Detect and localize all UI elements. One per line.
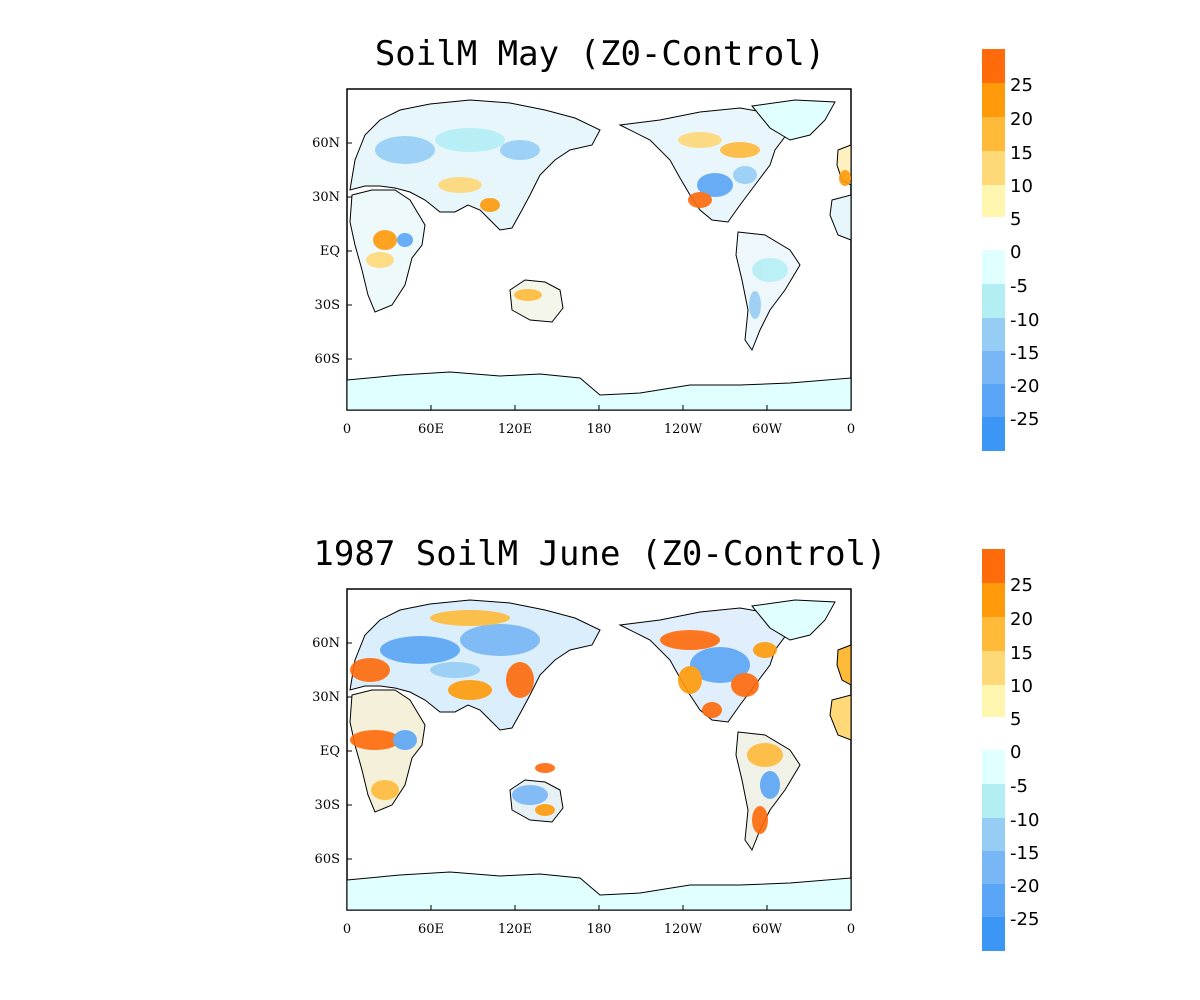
africa-land: [349, 689, 426, 813]
lon-tick: 180: [587, 922, 612, 937]
lat-tick: 30S: [315, 298, 340, 313]
antarctica-land: [346, 871, 852, 911]
lon-tick: 60W: [752, 922, 783, 937]
map-svg: 60N 30N EQ 30S 60S 0 60E 120E 180 120W 6…: [312, 49, 1039, 451]
colorbar-label: 5: [1010, 709, 1021, 730]
lon-axis: 0 60E 120E 180 120W 60W 0: [343, 905, 855, 937]
colorbar-swatch: [982, 417, 1005, 451]
colorbar-swatch: [982, 617, 1005, 651]
colorbar-swatch: [982, 884, 1005, 917]
colorbar-label: 25: [1010, 75, 1033, 96]
colorbar-swatch: [982, 750, 1005, 784]
africa-edge-land: [829, 694, 852, 741]
panel-june-1987: 1987 SoilM June (Z0-Control): [0, 500, 1200, 1000]
lat-tick: EQ: [320, 744, 340, 759]
colorbar-label: 10: [1010, 176, 1033, 197]
lon-tick: 120W: [664, 422, 703, 437]
lon-tick: 180: [587, 422, 612, 437]
colorbar-swatch: [982, 318, 1005, 351]
lat-tick: 60N: [312, 136, 340, 151]
colorbar-label: 5: [1010, 209, 1021, 230]
colorbar-label: 25: [1010, 575, 1033, 596]
lon-tick: 60E: [418, 922, 444, 937]
colorbar-swatch: [982, 351, 1005, 384]
lon-tick: 0: [343, 922, 351, 937]
lon-tick: 120E: [498, 422, 532, 437]
lat-axis: 60N 30N EQ 30S 60S: [312, 136, 352, 367]
colorbar-swatch: [982, 851, 1005, 884]
north-america-land: [618, 107, 791, 223]
panel-title: 1987 SoilM June (Z0-Control): [313, 534, 887, 574]
colorbar-swatch: [982, 185, 1005, 217]
colorbar-swatch: [982, 685, 1005, 717]
eurasia-land: [349, 599, 601, 731]
colorbar-label: -20: [1010, 876, 1039, 897]
colorbar-swatch: [982, 549, 1005, 583]
colorbar-label: -5: [1010, 276, 1028, 297]
lat-axis: 60N 30N EQ 30S 60S: [312, 636, 352, 867]
lat-tick: 30N: [312, 190, 340, 205]
lon-tick: 60W: [752, 422, 783, 437]
land-layer: [346, 99, 852, 411]
colorbar-label: -25: [1010, 409, 1039, 430]
lat-tick: 30S: [315, 798, 340, 813]
lon-tick: 120W: [664, 922, 703, 937]
lat-tick: 60S: [315, 852, 340, 867]
colorbar-label: -15: [1010, 343, 1039, 364]
colorbar-label: 0: [1010, 742, 1021, 763]
lon-tick: 0: [847, 422, 855, 437]
lat-tick: 30N: [312, 690, 340, 705]
colorbar-swatch: [982, 917, 1005, 951]
colorbar-label: 20: [1010, 109, 1033, 130]
panel-title: SoilM May (Z0-Control): [374, 34, 826, 74]
colorbar-swatch: [982, 818, 1005, 851]
lat-tick: 60N: [312, 636, 340, 651]
colorbar-swatch: [982, 117, 1005, 151]
colorbar-swatch: [982, 250, 1005, 284]
colorbar-label: 0: [1010, 242, 1021, 263]
africa-edge-land: [829, 194, 852, 241]
anomaly-layer: [350, 610, 783, 834]
colorbar-swatch: [982, 49, 1005, 83]
colorbar-swatch: [982, 651, 1005, 685]
colorbar: 25 20 15 10 5 0 -5 -10 -15 -20 -25: [982, 549, 1039, 951]
map-svg: 60N 30N EQ 30S 60S 0 60E 120E 180 120W 6…: [312, 549, 1039, 951]
colorbar-label: 15: [1010, 643, 1033, 664]
colorbar-swatch: [982, 784, 1005, 818]
colorbar-swatch: [982, 384, 1005, 417]
africa-land: [349, 189, 426, 313]
lat-tick: 60S: [315, 352, 340, 367]
lon-tick: 120E: [498, 922, 532, 937]
colorbar: 25 20 15 10 5 0 -5 -10 -15 -20 -25: [982, 49, 1039, 451]
greenland-land: [751, 99, 836, 141]
lon-tick: 60E: [418, 422, 444, 437]
colorbar-swatch: [982, 151, 1005, 185]
europe-edge-land: [836, 644, 852, 686]
lon-tick: 0: [847, 922, 855, 937]
lon-axis: 0 60E 120E 180 120W 60W 0: [343, 405, 855, 437]
colorbar-label: -10: [1010, 810, 1039, 831]
antarctica-land: [346, 371, 852, 411]
panel-may: SoilM May (Z0-Control): [312, 34, 1039, 451]
colorbar-label: -5: [1010, 776, 1028, 797]
lat-tick: EQ: [320, 244, 340, 259]
colorbar-swatch: [982, 284, 1005, 318]
colorbar-swatch: [982, 83, 1005, 117]
colorbar-label: 15: [1010, 143, 1033, 164]
colorbar-label: -25: [1010, 909, 1039, 930]
anomaly-layer: [366, 128, 851, 319]
colorbar-label: 10: [1010, 676, 1033, 697]
south-america-land: [735, 231, 801, 352]
colorbar-label: -20: [1010, 376, 1039, 397]
greenland-land: [751, 599, 836, 641]
lon-tick: 0: [343, 422, 351, 437]
colorbar-label: 20: [1010, 609, 1033, 630]
colorbar-label: -10: [1010, 310, 1039, 331]
eurasia-land: [349, 99, 601, 231]
colorbar-swatch: [982, 583, 1005, 617]
colorbar-label: -15: [1010, 843, 1039, 864]
